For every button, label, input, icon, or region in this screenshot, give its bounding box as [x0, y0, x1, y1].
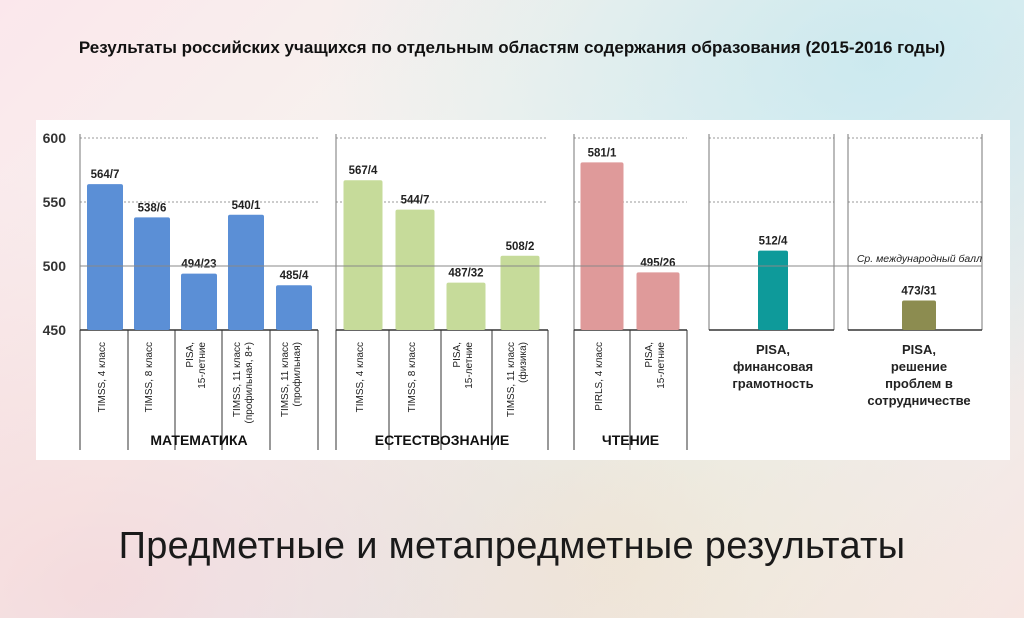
- category-label: PISA,15-летние: [452, 342, 475, 389]
- category-label-line: решение: [891, 359, 947, 374]
- category-label: PISA, решение проблем в сотрудничестве: [867, 342, 970, 408]
- y-tick-label: 450: [43, 322, 67, 338]
- bar: [181, 273, 217, 330]
- bar-value-label: 544/7: [401, 195, 430, 207]
- bar-value-label: 538/6: [138, 202, 167, 214]
- bar: [87, 184, 123, 330]
- category-label-line: 15-летние: [656, 342, 667, 389]
- category-label-line: PISA,: [185, 342, 196, 368]
- chart: 450 500 550 600 564/7 TIMSS, 4 класс 538/6 TIMS…: [43, 130, 983, 450]
- bar: [446, 282, 486, 330]
- bar: [500, 255, 540, 330]
- bar-value-label: 487/32: [448, 268, 483, 280]
- category-label-line: финансовая: [733, 359, 813, 374]
- slide-subtitle: Предметные и метапредметные результаты: [118, 525, 906, 567]
- bar: [758, 250, 788, 330]
- category-label-line: сотрудничестве: [867, 393, 970, 408]
- bar: [134, 217, 170, 330]
- bar: [228, 214, 264, 330]
- category-label-line: PISA,: [452, 342, 463, 368]
- category-label-line: TIMSS, 8 класс: [407, 342, 418, 412]
- category-label-line: PIRLS, 4 класс: [594, 342, 605, 411]
- category-label-line: проблем в: [885, 376, 953, 391]
- bar-value-label: 512/4: [759, 236, 788, 248]
- category-label-line: (физика): [517, 342, 529, 383]
- category-label-line: TIMSS, 4 класс: [97, 342, 108, 412]
- category-label-line: (профильная, 8+): [243, 342, 255, 424]
- category-label-line: TIMSS, 8 класс: [144, 342, 155, 412]
- bar: [580, 162, 624, 330]
- bar: [343, 180, 383, 330]
- category-label-line: PISA,: [756, 342, 790, 357]
- category-label-line: TIMSS, 11 класс: [280, 342, 291, 417]
- category-label-line: TIMSS, 11 класс: [232, 342, 243, 417]
- category-label: TIMSS, 11 класс(профильная, 8+): [232, 342, 255, 424]
- bar-value-label: 485/4: [280, 270, 309, 282]
- bar: [902, 300, 936, 330]
- category-label-line: PISA,: [902, 342, 936, 357]
- category-label-line: TIMSS, 11 класс: [506, 342, 517, 417]
- category-label-line: (профильная): [291, 342, 303, 407]
- bar-value-label: 540/1: [232, 200, 261, 212]
- bar: [276, 285, 312, 330]
- category-label: TIMSS, 11 класс(физика): [506, 342, 529, 417]
- bar: [636, 272, 680, 330]
- y-tick-label: 550: [43, 194, 67, 210]
- category-label-line: грамотность: [732, 376, 813, 391]
- category-label-line: 15-летние: [464, 342, 475, 389]
- chart-panel: 450 500 550 600 564/7 TIMSS, 4 класс 538/6 TIMS…: [36, 120, 1010, 460]
- bar-value-label: 495/26: [640, 257, 675, 269]
- y-tick-label: 600: [43, 130, 67, 146]
- bar-value-label: 508/2: [506, 241, 535, 253]
- category-label: PISA,15-летние: [644, 342, 667, 389]
- bar-value-label: 581/1: [588, 147, 617, 159]
- bar-value-label: 567/4: [349, 165, 378, 177]
- category-label: PIRLS, 4 класс: [594, 342, 605, 411]
- category-label: TIMSS, 4 класс: [97, 342, 108, 412]
- category-label: PISA,15-летние: [185, 342, 208, 389]
- group-label: ЧТЕНИЕ: [602, 432, 659, 448]
- category-label-line: 15-летние: [197, 342, 208, 389]
- category-label: PISA, финансовая грамотность: [732, 342, 813, 391]
- category-label: TIMSS, 8 класс: [407, 342, 418, 412]
- bar-value-label: 473/31: [901, 286, 937, 298]
- y-tick-label: 500: [43, 258, 67, 274]
- category-label: TIMSS, 11 класс(профильная): [280, 342, 303, 417]
- slide-title: Результаты российских учащихся по отдель…: [78, 38, 946, 57]
- category-label-line: PISA,: [644, 342, 655, 368]
- bar-value-label: 564/7: [91, 169, 120, 181]
- bar-value-label: 494/23: [181, 259, 216, 271]
- group-label: ЕСТЕСТВОЗНАНИЕ: [375, 432, 509, 448]
- bar: [395, 209, 435, 330]
- reference-label: Ср. международный балл: [857, 253, 982, 265]
- category-label: TIMSS, 8 класс: [144, 342, 155, 412]
- category-label: TIMSS, 4 класс: [355, 342, 366, 412]
- category-label-line: TIMSS, 4 класс: [355, 342, 366, 412]
- group-label: МАТЕМАТИКА: [150, 432, 247, 448]
